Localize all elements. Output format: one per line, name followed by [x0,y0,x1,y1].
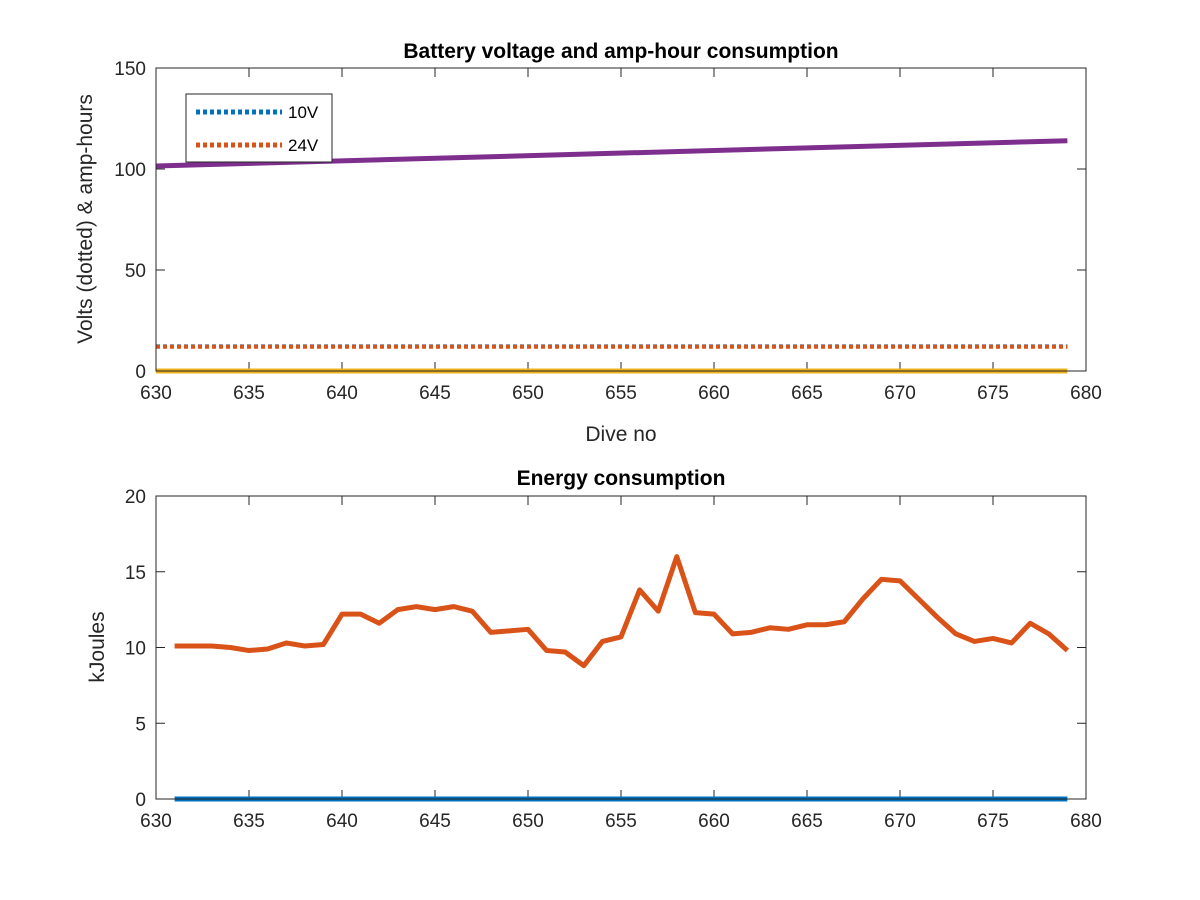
tick-labels: 630 635 640 645 650 655 660 665 670 675 680 0 5 10 15 2… [125,487,1102,832]
x-tick-label: 640 [326,811,358,832]
x-tick-label: 670 [884,811,916,832]
voltage-chart: Battery voltage and amp-hour consumption… [74,40,1102,446]
tick-labels: 630 635 640 645 650 655 660 665 670 675 680 0 50 100 1… [114,59,1102,404]
x-tick-label: 680 [1070,811,1102,832]
legend-box [185,93,333,163]
x-tick-label: 675 [977,811,1009,832]
legend-label-24v: 24V [288,136,319,155]
x-tick-label: 670 [884,383,916,404]
x-tick-label: 645 [419,383,451,404]
y-tick-label: 0 [135,362,146,383]
chart-title: Battery voltage and amp-hour consumption [403,40,838,63]
plot-frame [155,495,1087,800]
legend: 10V 24V [185,93,333,163]
y-tick-label: 10 [125,639,146,660]
plot-area [156,496,1086,799]
x-tick-label: 630 [140,811,172,832]
x-tick-label: 680 [1070,383,1102,404]
x-tick-label: 665 [791,383,823,404]
y-tick-label: 50 [125,261,146,282]
x-tick-label: 675 [977,383,1009,404]
x-axis-label: Dive no [585,423,656,446]
x-tick-label: 635 [233,383,265,404]
series-line-series-2 [174,554,1070,669]
x-tick-label: 665 [791,811,823,832]
y-tick-label: 15 [125,563,146,584]
y-axis-label: Volts (dotted) & amp-hours [74,94,97,344]
x-tick-label: 630 [140,383,172,404]
legend-label-10v: 10V [288,103,319,122]
y-tick-label: 0 [135,790,146,811]
y-axis-label: kJoules [86,611,109,682]
y-tick-label: 5 [135,714,146,735]
x-tick-label: 640 [326,383,358,404]
x-tick-label: 660 [698,383,730,404]
x-tick-label: 655 [605,811,637,832]
x-tick-label: 660 [698,811,730,832]
y-tick-label: 100 [114,160,146,181]
plot-frame [155,67,1087,372]
x-tick-label: 645 [419,811,451,832]
x-tick-label: 635 [233,811,265,832]
y-tick-label: 150 [114,59,146,80]
x-tick-label: 650 [512,383,544,404]
chart-title: Energy consumption [517,467,726,490]
x-tick-label: 655 [605,383,637,404]
y-tick-label: 20 [125,487,146,508]
energy-chart: Energy consumption 630 635 640 645 650 655 660… [86,467,1102,832]
x-tick-label: 650 [512,811,544,832]
